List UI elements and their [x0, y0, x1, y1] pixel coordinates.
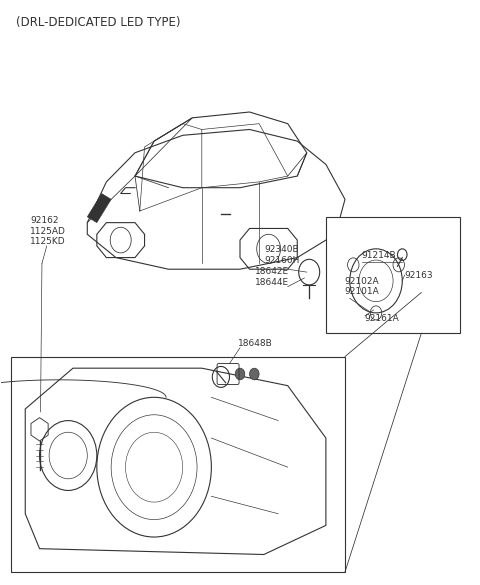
Circle shape — [250, 368, 259, 380]
Bar — [11, 356, 345, 572]
Circle shape — [235, 368, 245, 380]
Text: 92102A
92101A: 92102A 92101A — [344, 277, 379, 296]
Text: 91214B: 91214B — [362, 252, 396, 260]
Text: (DRL-DEDICATED LED TYPE): (DRL-DEDICATED LED TYPE) — [16, 16, 180, 29]
Text: 18648B: 18648B — [238, 339, 272, 348]
Text: 18642E
18644E: 18642E 18644E — [255, 267, 289, 287]
Text: 92340B
92160H: 92340B 92160H — [265, 245, 300, 264]
Polygon shape — [87, 194, 111, 223]
Text: 92163: 92163 — [405, 270, 433, 280]
Text: 92161A: 92161A — [364, 314, 399, 323]
Text: 92162
1125AD
1125KD: 92162 1125AD 1125KD — [30, 216, 66, 246]
Bar — [326, 217, 459, 333]
